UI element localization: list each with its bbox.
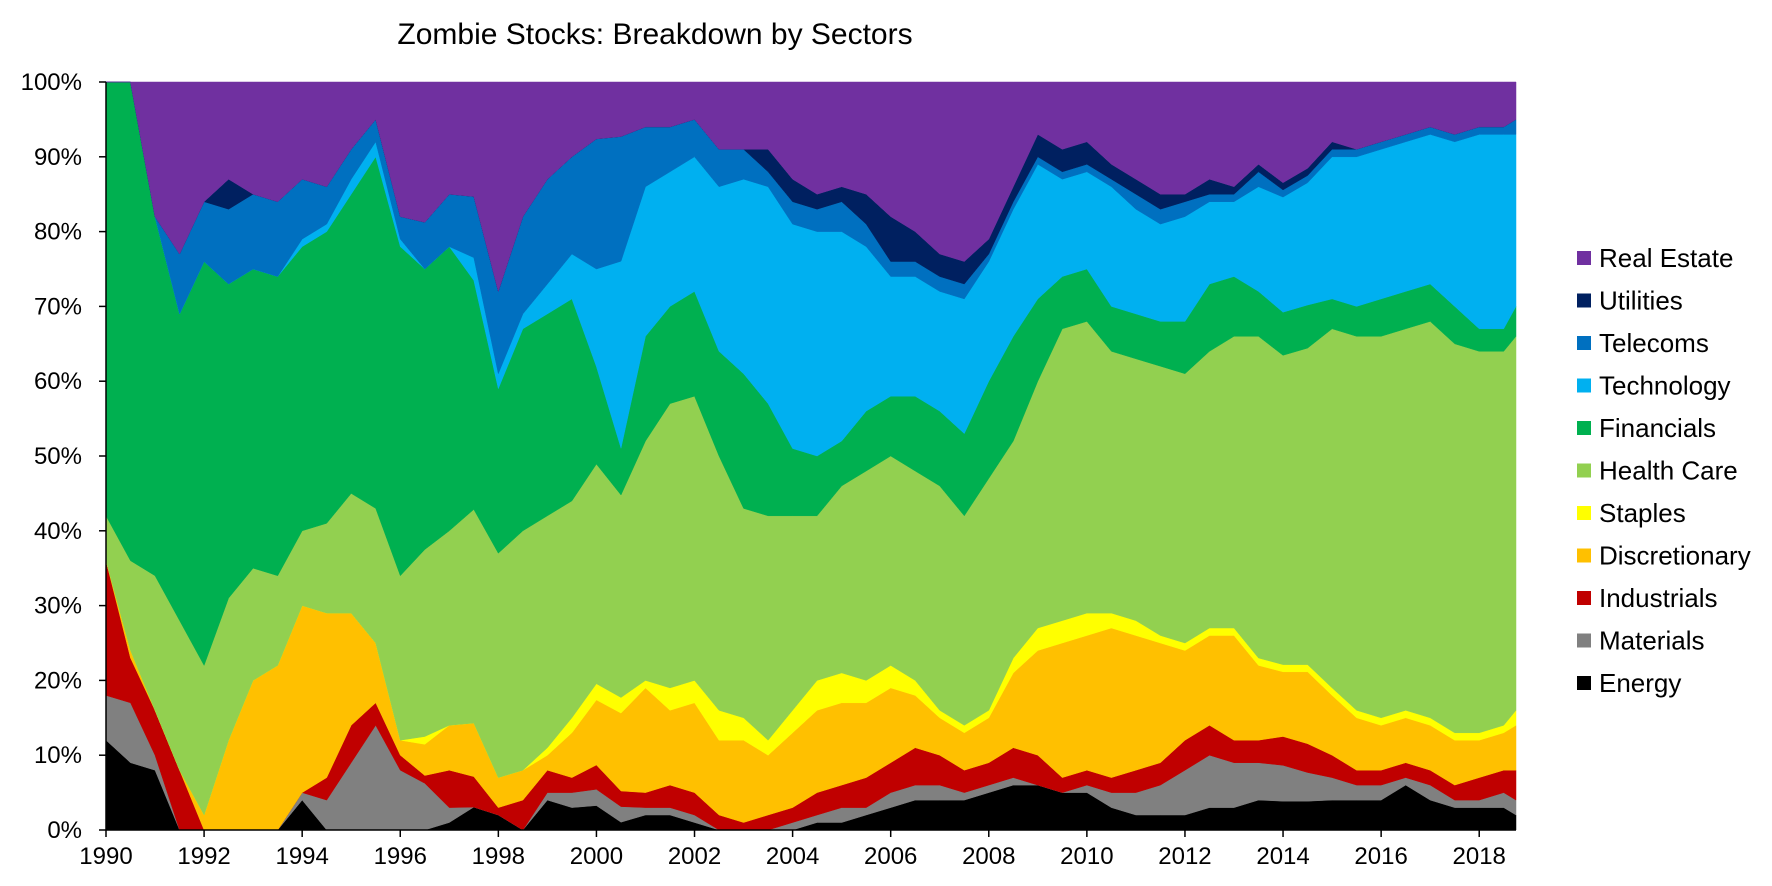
legend: Real Estate Utilities Telecoms Technology Fi… [1577,243,1751,698]
y-tick-label: 30% [34,593,82,620]
x-tick-label: 2002 [668,843,721,870]
legend-label-real-estate: Real Estate [1599,243,1733,273]
x-tick-label: 2006 [864,843,917,870]
plot-area [105,81,1517,831]
legend-swatch-discretionary [1577,548,1591,563]
legend-label-discretionary: Discretionary [1599,541,1751,571]
legend-swatch-real-estate [1577,251,1591,265]
x-tick-label: 2014 [1256,843,1309,870]
x-tick-label: 1990 [79,843,132,870]
y-tick-label: 60% [34,368,82,395]
x-axis-ticks: 1990 1992 1994 1996 1998 2000 2002 2004 2006 2008… [79,830,1506,870]
y-tick-label: 70% [34,293,82,320]
y-tick-label: 50% [34,443,82,470]
x-tick-label: 1996 [374,843,427,870]
legend-label-financials: Financials [1599,413,1716,443]
legend-label-telecoms: Telecoms [1599,328,1709,358]
x-tick-label: 1998 [472,843,525,870]
x-tick-label: 1992 [177,843,230,870]
legend-swatch-utilities [1577,293,1591,308]
x-tick-label: 2018 [1453,843,1506,870]
x-tick-label: 2000 [570,843,623,870]
area-real-estate [106,81,1517,293]
legend-swatch-staples [1577,506,1591,520]
y-tick-label: 80% [34,219,82,246]
y-tick-label: 40% [34,518,82,545]
chart-title: Zombie Stocks: Breakdown by Sectors [397,18,912,51]
legend-swatch-energy [1577,676,1591,690]
legend-swatch-industrials [1577,591,1591,605]
legend-swatch-materials [1577,633,1591,648]
legend-swatch-telecoms [1577,336,1591,350]
legend-swatch-health-care [1577,463,1591,478]
x-tick-label: 1994 [275,843,328,870]
legend-swatch-technology [1577,378,1591,393]
legend-label-energy: Energy [1599,668,1681,698]
legend-label-utilities: Utilities [1599,286,1683,316]
legend-label-technology: Technology [1599,371,1731,401]
y-tick-label: 0% [47,817,82,844]
y-tick-label: 20% [34,667,82,694]
x-tick-label: 2004 [766,843,819,870]
y-axis-ticks: 0% 10% 20% 30% 40% 50% 60% 70% 80% 90% 100% [21,69,106,844]
legend-label-industrials: Industrials [1599,583,1718,613]
y-tick-label: 90% [34,144,82,171]
x-tick-label: 2016 [1354,843,1407,870]
legend-label-materials: Materials [1599,626,1704,656]
x-tick-label: 2008 [962,843,1015,870]
y-tick-label: 100% [21,69,82,96]
legend-swatch-financials [1577,421,1591,435]
x-tick-label: 2010 [1060,843,1113,870]
legend-label-health-care: Health Care [1599,456,1738,486]
y-tick-label: 10% [34,742,82,769]
x-tick-label: 2012 [1158,843,1211,870]
legend-label-staples: Staples [1599,498,1686,528]
